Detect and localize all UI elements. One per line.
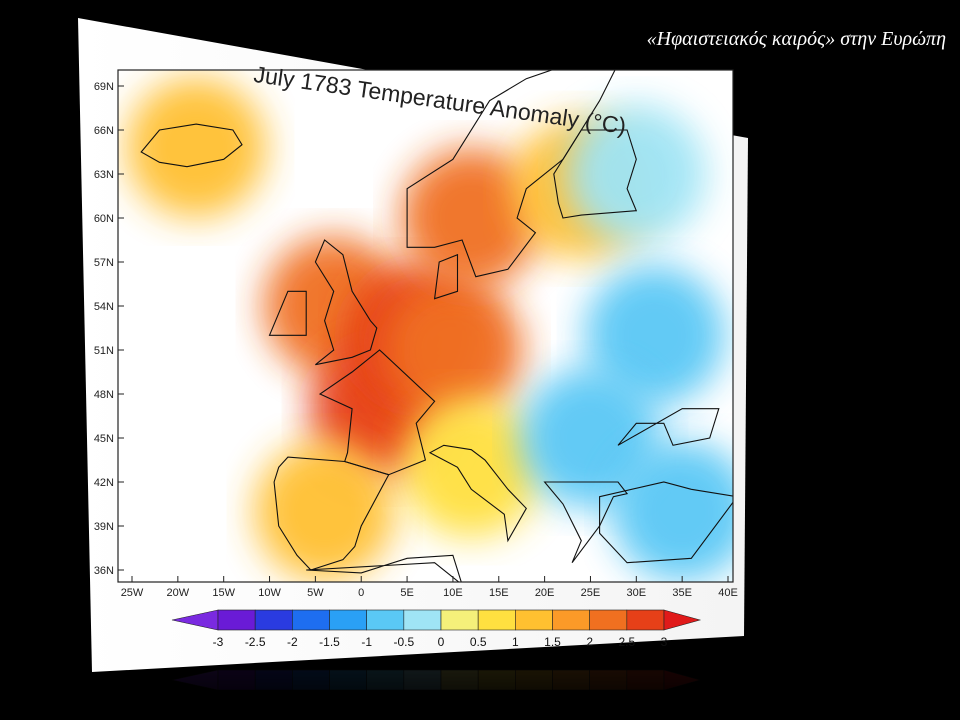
y-tick-label-6: 51N (94, 345, 114, 357)
coastline-5 (428, 444, 527, 543)
anomaly-region-12 (612, 441, 733, 582)
colorbar-label-10: 2 (586, 635, 593, 649)
colorbar-label-0: -3 (213, 635, 224, 649)
colorbar-label-4: -1 (361, 635, 372, 649)
y-tick-label-10: 39N (94, 521, 114, 533)
anomaly-region-9 (566, 104, 707, 244)
anomaly-region-6 (401, 397, 542, 538)
colorbar-swatch-10 (589, 609, 628, 631)
y-tick-label-0: 69N (94, 81, 114, 93)
colorbar (171, 609, 702, 631)
colorbar-swatch-7 (477, 609, 516, 631)
x-tick-label-6: 5E (400, 587, 413, 599)
x-tick-label-11: 30E (627, 587, 647, 599)
x-tick-label-0: 25W (121, 587, 144, 599)
y-tick-label-8: 45N (94, 433, 114, 445)
y-tick-label-4: 57N (94, 257, 114, 269)
panel-reflection (80, 650, 760, 720)
colorbar-swatch-11 (626, 609, 665, 631)
x-tick-label-12: 35E (672, 587, 692, 599)
colorbar-label-5: -0.5 (393, 635, 414, 649)
colorbar-label-9: 1.5 (544, 635, 561, 649)
y-tick-label-7: 48N (94, 389, 114, 401)
coastline-0 (140, 123, 243, 168)
slide-title: «Ηφαιστειακός καιρός» στην Ευρώπη (646, 28, 946, 50)
colorbar-swatch-2 (292, 609, 330, 631)
x-tick-label-4: 5W (307, 587, 324, 599)
colorbar-max-arrow (663, 609, 702, 631)
coastline-10 (599, 481, 733, 564)
colorbar-swatch-8 (515, 609, 553, 631)
coastline-11 (617, 408, 720, 446)
colorbar-swatch-5 (403, 609, 442, 631)
coastline-7 (433, 253, 459, 300)
coastline-3 (318, 349, 436, 476)
colorbar-label-6: 0 (438, 635, 445, 649)
coastline-2 (268, 290, 307, 336)
x-tick-label-1: 20W (167, 587, 190, 599)
colorbar-label-7: 0.5 (470, 635, 487, 649)
colorbar-label-11: 2.5 (618, 635, 635, 649)
colorbar-swatch-0 (217, 609, 256, 631)
colorbar-label-3: -1.5 (319, 635, 340, 649)
y-tick-label-3: 60N (94, 213, 114, 225)
colorbar-label-1: -2.5 (245, 635, 266, 649)
coastline-1 (314, 239, 378, 366)
anomaly-region-7 (401, 148, 542, 288)
y-tick-label-11: 36N (94, 565, 114, 577)
colorbar-swatch-4 (366, 609, 405, 631)
colorbar-swatch-3 (329, 609, 367, 631)
colorbar-swatch-1 (254, 609, 293, 631)
anomaly-region-5 (382, 280, 523, 420)
x-tick-label-3: 10W (258, 587, 281, 599)
x-tick-label-2: 15W (212, 587, 235, 599)
x-tick-label-8: 15E (489, 587, 509, 599)
x-tick-label-10: 25E (581, 587, 601, 599)
y-tick-label-9: 42N (94, 477, 114, 489)
x-tick-label-5: 0 (358, 587, 364, 599)
y-tick-label-1: 66N (94, 125, 114, 137)
anomaly-region-0 (126, 77, 267, 218)
x-tick-label-9: 20E (535, 587, 555, 599)
colorbar-label-8: 1 (512, 635, 519, 649)
coastline-4 (273, 456, 390, 571)
x-tick-label-7: 10E (443, 587, 463, 599)
colorbar-label-12: 3 (661, 635, 668, 649)
colorbar-label-2: -2 (287, 635, 298, 649)
coastline-12 (306, 554, 462, 582)
x-tick-label-13: 40E (718, 587, 738, 599)
y-tick-label-2: 63N (94, 169, 114, 181)
coastline-8 (553, 129, 638, 219)
anomaly-region-4 (254, 441, 395, 582)
colorbar-swatch-9 (552, 609, 590, 631)
colorbar-swatch-6 (440, 609, 479, 631)
y-tick-label-5: 54N (94, 301, 114, 313)
map-area (117, 69, 734, 583)
anomaly-region-10 (584, 265, 725, 406)
